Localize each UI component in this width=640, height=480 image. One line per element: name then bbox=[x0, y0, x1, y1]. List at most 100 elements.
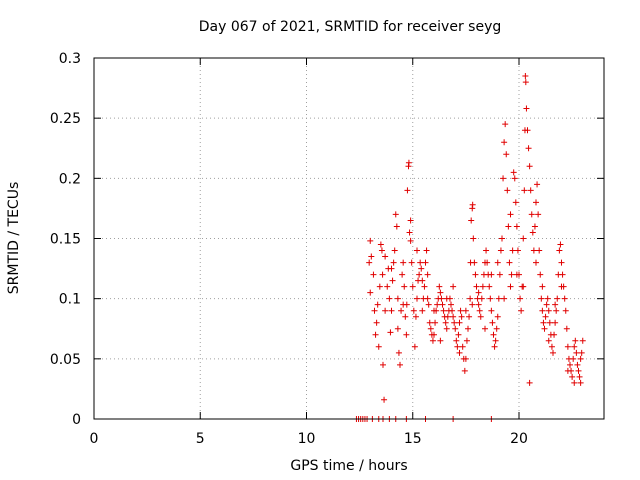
data-point bbox=[567, 361, 573, 368]
data-point bbox=[372, 331, 379, 338]
data-point bbox=[456, 319, 463, 326]
data-point bbox=[426, 319, 433, 326]
data-point bbox=[479, 283, 486, 290]
data-point bbox=[575, 367, 582, 374]
data-point bbox=[545, 307, 552, 314]
data-point bbox=[570, 355, 577, 362]
data-point bbox=[557, 241, 564, 248]
x-tick-label: 10 bbox=[298, 431, 316, 447]
data-point bbox=[550, 349, 556, 356]
data-point bbox=[403, 331, 410, 338]
x-tick-label: 20 bbox=[510, 431, 528, 447]
data-point bbox=[537, 271, 544, 278]
data-point bbox=[482, 325, 488, 332]
data-point bbox=[379, 271, 386, 278]
data-point bbox=[553, 307, 560, 314]
data-point bbox=[526, 379, 533, 386]
data-point bbox=[424, 271, 431, 278]
data-point bbox=[378, 247, 385, 254]
data-point bbox=[533, 259, 539, 266]
data-point bbox=[529, 229, 536, 236]
axis-ticks bbox=[93, 57, 604, 420]
data-point bbox=[382, 253, 389, 260]
data-point bbox=[558, 283, 565, 290]
data-point bbox=[546, 319, 553, 326]
data-point bbox=[461, 367, 468, 374]
data-point bbox=[467, 295, 474, 302]
data-point bbox=[571, 343, 578, 350]
data-point bbox=[472, 271, 479, 278]
data-point bbox=[450, 313, 457, 320]
data-point bbox=[577, 379, 584, 386]
data-point bbox=[470, 235, 477, 242]
x-tick-label: 15 bbox=[404, 431, 422, 447]
data-point bbox=[418, 265, 425, 272]
data-point bbox=[579, 337, 586, 344]
data-point bbox=[400, 301, 407, 308]
data-point bbox=[431, 307, 437, 314]
data-point bbox=[419, 277, 426, 284]
data-point bbox=[408, 259, 415, 266]
data-point bbox=[530, 247, 537, 254]
data-point bbox=[490, 331, 497, 338]
data-point bbox=[509, 247, 516, 254]
data-point bbox=[388, 265, 395, 272]
data-point bbox=[578, 349, 585, 356]
data-point bbox=[457, 307, 464, 314]
data-point bbox=[521, 187, 528, 194]
data-point bbox=[380, 361, 386, 368]
data-point bbox=[438, 295, 445, 302]
data-point bbox=[466, 313, 473, 320]
data-point bbox=[416, 271, 423, 278]
data-point bbox=[493, 325, 500, 332]
data-point bbox=[367, 237, 374, 244]
data-point bbox=[471, 259, 478, 266]
data-point bbox=[513, 223, 520, 230]
data-point bbox=[463, 337, 470, 344]
data-point bbox=[395, 349, 402, 356]
data-point bbox=[382, 307, 389, 314]
data-point bbox=[475, 301, 482, 308]
data-point bbox=[366, 259, 373, 266]
data-point bbox=[398, 307, 405, 314]
data-point bbox=[504, 187, 511, 194]
data-point bbox=[562, 307, 569, 314]
data-point bbox=[417, 259, 424, 266]
data-point bbox=[571, 379, 578, 386]
data-point bbox=[491, 343, 498, 350]
grid-lines bbox=[94, 58, 604, 419]
data-point bbox=[487, 295, 494, 302]
data-point bbox=[410, 307, 417, 314]
data-point bbox=[574, 361, 581, 368]
data-point bbox=[492, 337, 499, 344]
data-point bbox=[577, 355, 584, 362]
data-point bbox=[531, 223, 538, 230]
y-tick-label: 0.1 bbox=[59, 292, 81, 308]
data-point bbox=[488, 307, 495, 314]
data-point bbox=[545, 337, 552, 344]
data-point bbox=[538, 295, 545, 302]
data-point bbox=[534, 181, 541, 188]
data-point bbox=[419, 307, 426, 314]
data-point bbox=[377, 241, 384, 248]
data-point bbox=[397, 361, 403, 368]
data-point bbox=[406, 229, 413, 236]
data-point bbox=[443, 295, 450, 302]
data-point bbox=[576, 373, 583, 380]
data-point bbox=[500, 175, 507, 182]
data-point bbox=[404, 187, 411, 194]
data-point bbox=[414, 295, 420, 302]
data-point bbox=[483, 247, 490, 254]
data-point bbox=[520, 235, 527, 242]
data-point bbox=[371, 307, 378, 314]
data-point bbox=[375, 343, 382, 350]
data-point bbox=[514, 247, 521, 254]
data-point bbox=[391, 247, 398, 254]
data-point bbox=[517, 295, 524, 302]
data-point bbox=[522, 79, 529, 86]
data-point bbox=[552, 301, 559, 308]
data-point bbox=[384, 283, 391, 290]
x-axis-label: GPS time / hours bbox=[290, 458, 407, 474]
data-point bbox=[495, 295, 502, 302]
data-point bbox=[556, 247, 563, 254]
